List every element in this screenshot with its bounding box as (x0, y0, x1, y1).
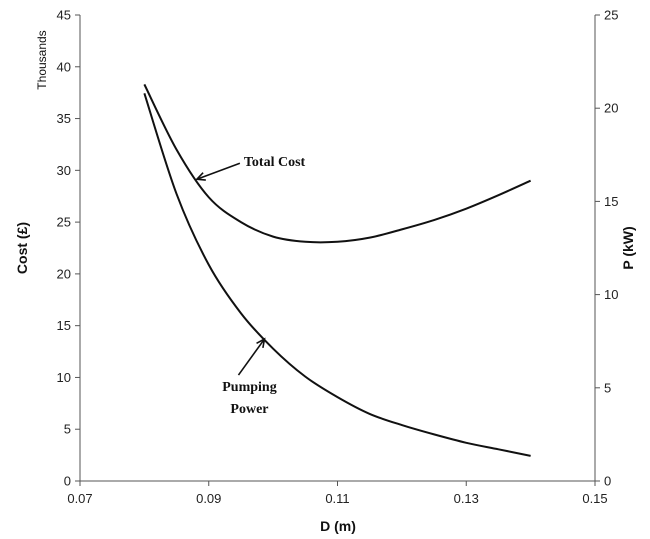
y-axis-units-label: Thousands (35, 30, 49, 89)
y-left-tick-label: 35 (57, 111, 71, 126)
annotation-pumping-power-line: Power (230, 402, 268, 417)
x-tick-label: 0.07 (67, 491, 92, 506)
y-axis-left-ticks: 0 5 10 15 20 25 30 35 40 45 (57, 8, 80, 489)
y-axis-left-title: Cost (£) (14, 222, 30, 274)
annotation-arrow-head (256, 337, 266, 349)
x-tick-label: 0.11 (325, 491, 349, 506)
annotation-arrow-line (196, 162, 241, 180)
annotation-arrow-line (237, 338, 266, 376)
x-axis-title: D (m) (320, 518, 356, 534)
y-left-tick-label: 5 (64, 422, 71, 437)
y-axis-right-title: P (kW) (620, 226, 636, 269)
y-right-tick-label: 20 (604, 101, 618, 116)
x-axis-ticks: 0.07 0.09 0.11 0.13 0.15 (67, 481, 608, 506)
y-left-tick-label: 45 (57, 8, 71, 23)
y-axis-right-ticks: 0 5 10 15 20 25 (595, 8, 618, 489)
y-left-tick-label: 10 (57, 370, 71, 385)
x-tick-label: 0.09 (196, 491, 221, 506)
y-right-tick-label: 5 (604, 380, 611, 395)
annotation-arrow-head (195, 172, 206, 181)
series-group (143, 83, 532, 457)
y-left-tick-label: 25 (57, 215, 71, 230)
y-left-tick-label: 30 (57, 163, 71, 178)
y-right-tick-label: 25 (604, 8, 618, 23)
annotations: Total Cost Pumping Power (195, 155, 306, 417)
x-tick-label: 0.15 (582, 491, 607, 506)
y-left-tick-label: 0 (64, 474, 71, 489)
y-left-tick-label: 15 (57, 318, 71, 333)
y-right-tick-label: 0 (604, 474, 611, 489)
y-left-tick-label: 40 (57, 59, 71, 74)
series-line-total-cost (143, 83, 532, 244)
y-left-tick-label: 20 (57, 266, 71, 281)
annotation-total-cost: Total Cost (244, 155, 306, 170)
x-tick-label: 0.13 (454, 491, 479, 506)
series-line-pumping-power (143, 92, 531, 457)
y-right-tick-label: 10 (604, 287, 618, 302)
annotation-pumping-power-line: Pumping (222, 380, 276, 395)
y-right-tick-label: 15 (604, 194, 618, 209)
